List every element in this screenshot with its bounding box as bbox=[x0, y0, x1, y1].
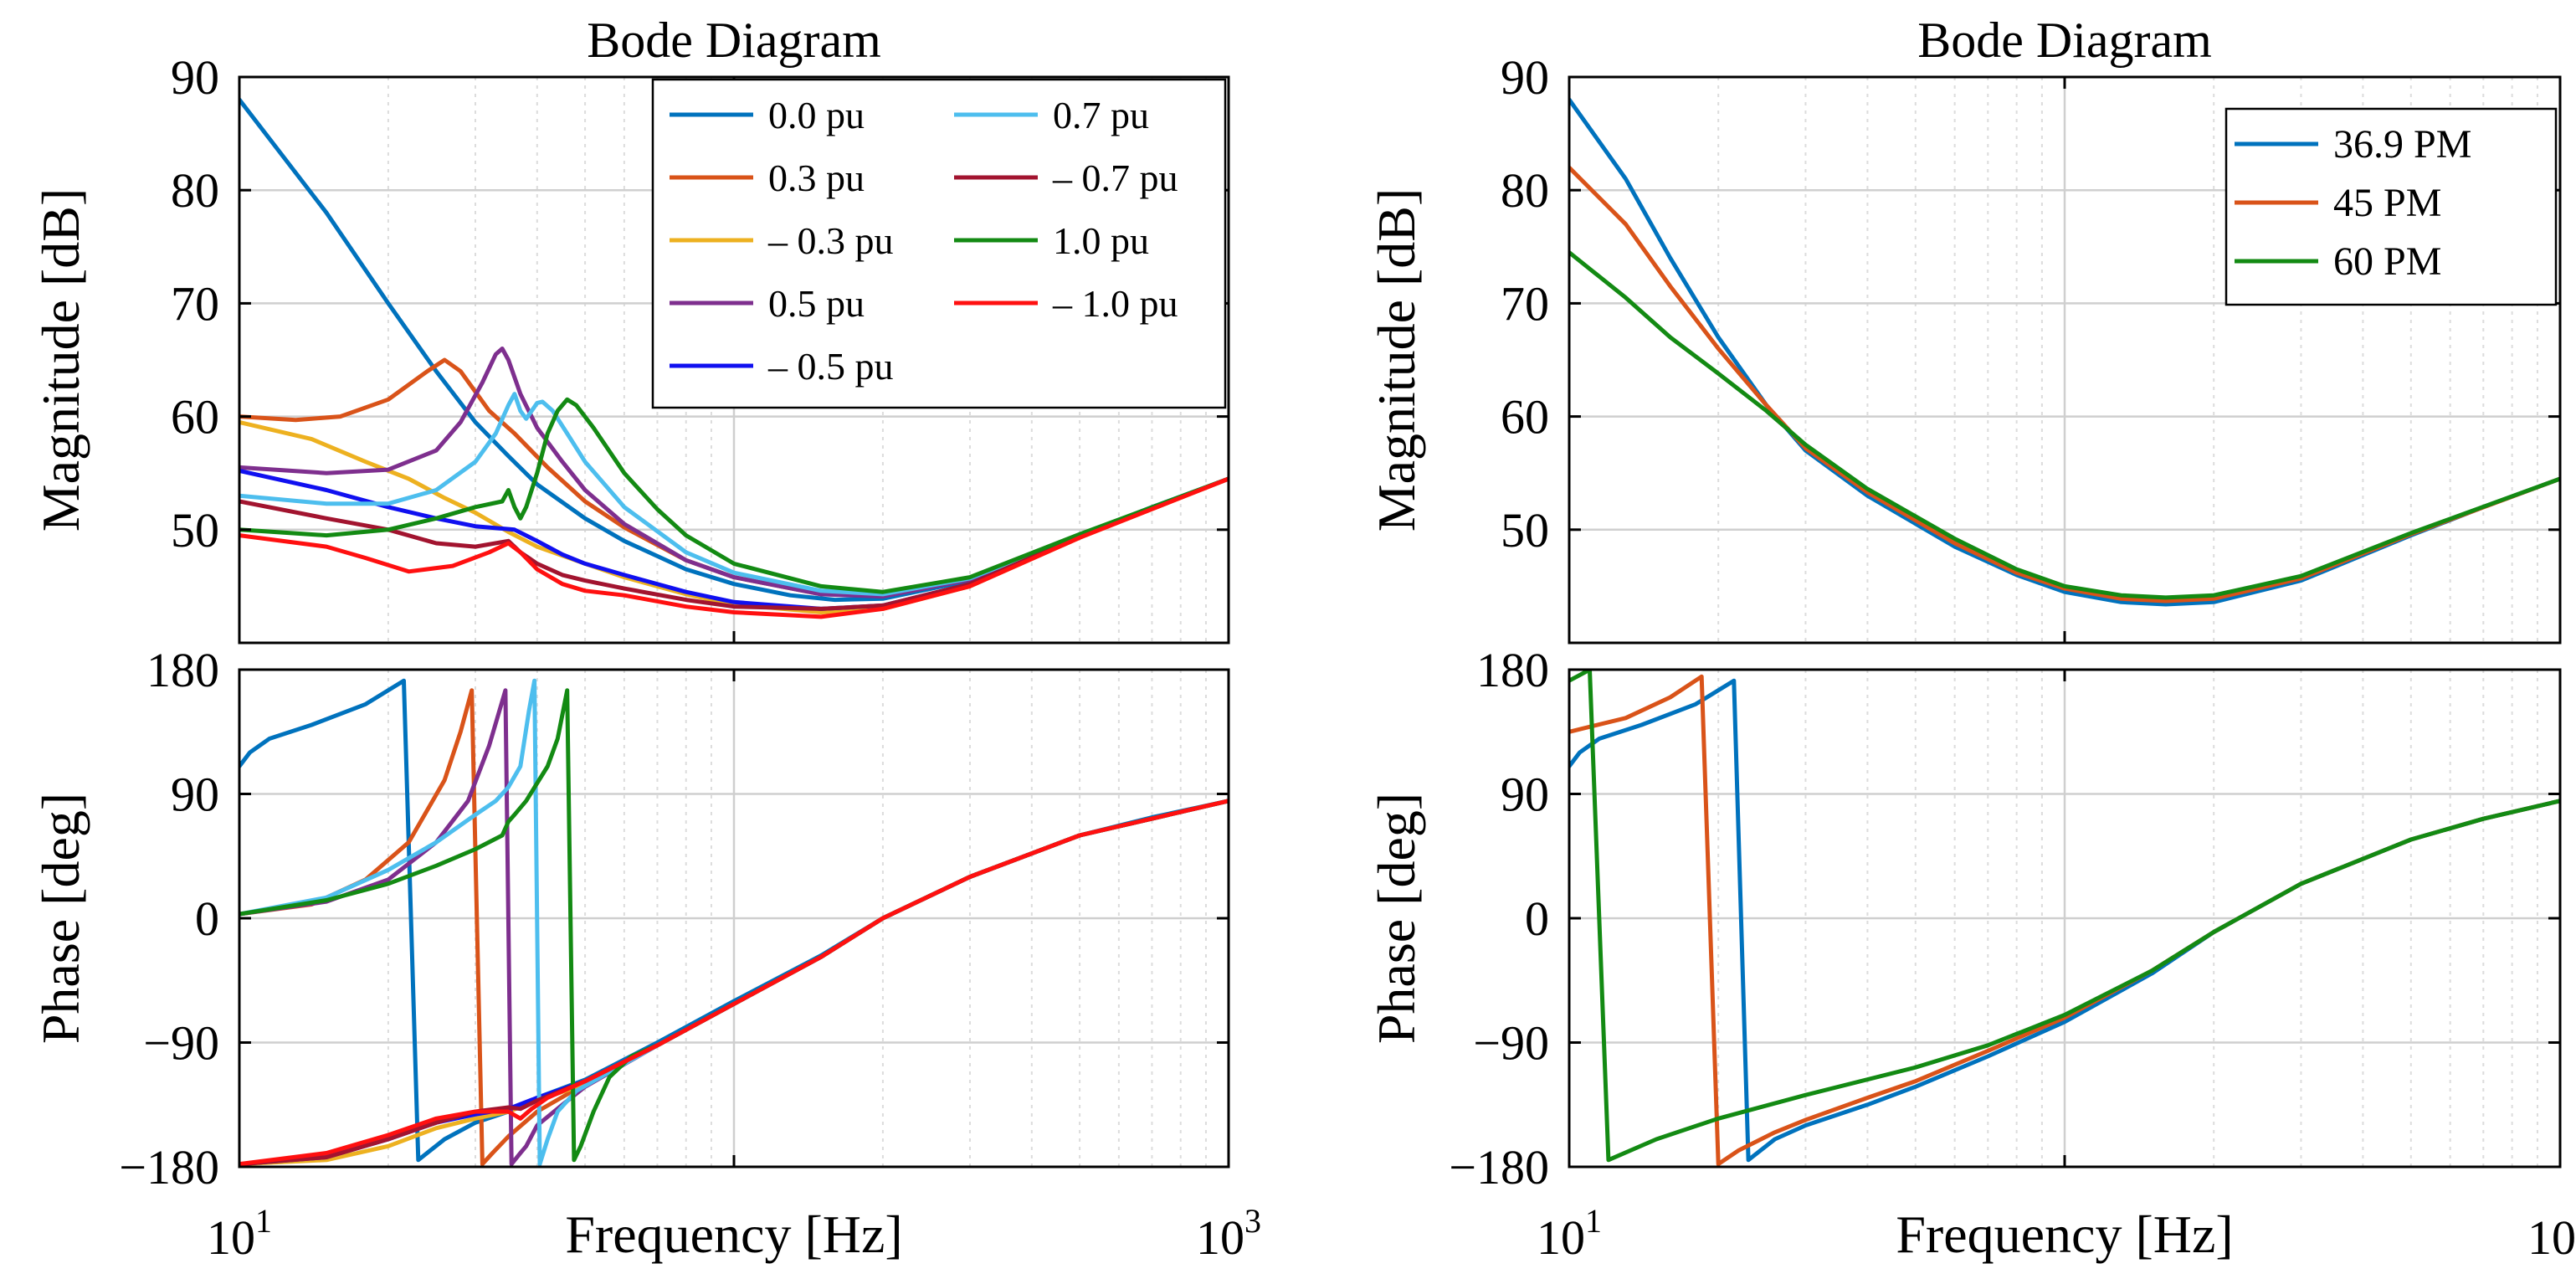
y-tick-label: −180 bbox=[119, 1140, 219, 1194]
x-tick-label: 101 bbox=[207, 1202, 272, 1265]
y-tick-label: −180 bbox=[1449, 1140, 1549, 1194]
y-tick-label: 50 bbox=[171, 503, 219, 557]
magnitude-series-line-5 bbox=[239, 392, 1229, 597]
magnitude-series bbox=[1569, 97, 2560, 607]
bode-panel-left: 50 60 70 80 90 Magnitude [dB] −180 −90 0 90 180 Pha… bbox=[31, 13, 1261, 1265]
x-axis-label: Frequency [Hz] bbox=[565, 1205, 902, 1264]
y-tick-label: 180 bbox=[146, 643, 219, 697]
y-tick-label: 90 bbox=[1501, 768, 1549, 822]
phase-series bbox=[239, 678, 1229, 1167]
phase-series bbox=[1569, 670, 2560, 1167]
chart-title: Bode Diagram bbox=[587, 13, 881, 68]
legend-label-4: – 0.5 pu bbox=[767, 345, 894, 388]
y-tick-label: 90 bbox=[171, 50, 219, 105]
phase-axes: −180 −90 0 90 180 Phase [deg] bbox=[31, 643, 1230, 1194]
magnitude-series-line-6 bbox=[239, 476, 1229, 611]
legend: 0.0 pu 0.3 pu – 0.3 pu 0.5 pu – 0.5 pu 0.7 pu… bbox=[651, 78, 1227, 409]
magnitude-axes: 50 60 70 80 90 Magnitude [dB] bbox=[1367, 50, 2562, 645]
y-tick-label: 50 bbox=[1501, 503, 1549, 557]
y-tick-label: 60 bbox=[1501, 390, 1549, 444]
legend-label-0: 36.9 PM bbox=[2333, 122, 2471, 167]
magnitude-series-line-7 bbox=[239, 397, 1229, 594]
legend-label-8: – 1.0 pu bbox=[1052, 282, 1178, 325]
y-tick-label: 90 bbox=[171, 768, 219, 822]
legend-label-1: 45 PM bbox=[2333, 181, 2441, 225]
bode-panel-right: 50 60 70 80 90 Magnitude [dB] −180 −90 0 90 180 Pha… bbox=[1367, 13, 2576, 1265]
y-tick-label: 0 bbox=[1525, 891, 1549, 946]
y-tick-label: 80 bbox=[1501, 163, 1549, 218]
x-tick-label: 103 bbox=[2527, 1202, 2576, 1265]
y-tick-label: 60 bbox=[171, 390, 219, 444]
legend-label-1: 0.3 pu bbox=[768, 157, 865, 199]
y-tick-label: −90 bbox=[1473, 1016, 1549, 1071]
y-tick-label: 180 bbox=[1476, 643, 1549, 697]
legend-box bbox=[651, 78, 1227, 409]
legend: 36.9 PM 45 PM 60 PM bbox=[2224, 107, 2558, 306]
legend-label-3: 0.5 pu bbox=[768, 282, 865, 325]
magnitude-ylabel: Magnitude [dB] bbox=[1367, 188, 1426, 532]
phase-ylabel: Phase [deg] bbox=[31, 793, 90, 1044]
phase-series-line-2 bbox=[1569, 670, 2560, 1163]
magnitude-series-line-2 bbox=[1569, 250, 2560, 600]
legend-box bbox=[2224, 107, 2558, 306]
magnitude-ylabel: Magnitude [dB] bbox=[31, 188, 90, 532]
x-tick-label: 103 bbox=[1196, 1202, 1261, 1265]
y-tick-label: −90 bbox=[143, 1016, 219, 1071]
y-tick-label: 90 bbox=[1501, 50, 1549, 105]
chart-title: Bode Diagram bbox=[1917, 13, 2212, 68]
legend-label-2: – 0.3 pu bbox=[767, 219, 894, 262]
y-tick-label: 80 bbox=[171, 163, 219, 218]
legend-label-6: – 0.7 pu bbox=[1052, 157, 1178, 199]
phase-series-line-8 bbox=[239, 799, 1229, 1167]
x-tick-label: 101 bbox=[1537, 1202, 1602, 1265]
legend-label-7: 1.0 pu bbox=[1053, 219, 1149, 262]
y-tick-label: 0 bbox=[195, 891, 219, 946]
legend-label-0: 0.0 pu bbox=[768, 94, 865, 136]
magnitude-series-line-1 bbox=[1569, 165, 2560, 604]
magnitude-series bbox=[239, 97, 1229, 619]
legend-label-5: 0.7 pu bbox=[1053, 94, 1149, 136]
phase-axes: −180 −90 0 90 180 Phase [deg] bbox=[1367, 643, 2562, 1194]
phase-ylabel: Phase [deg] bbox=[1367, 793, 1426, 1044]
magnitude-series-line-8 bbox=[239, 476, 1229, 619]
y-tick-label: 70 bbox=[171, 276, 219, 331]
y-tick-label: 70 bbox=[1501, 276, 1549, 331]
legend-label-2: 60 PM bbox=[2333, 239, 2441, 284]
magnitude-series-line-3 bbox=[239, 347, 1229, 599]
x-axis-label: Frequency [Hz] bbox=[1896, 1205, 2233, 1264]
